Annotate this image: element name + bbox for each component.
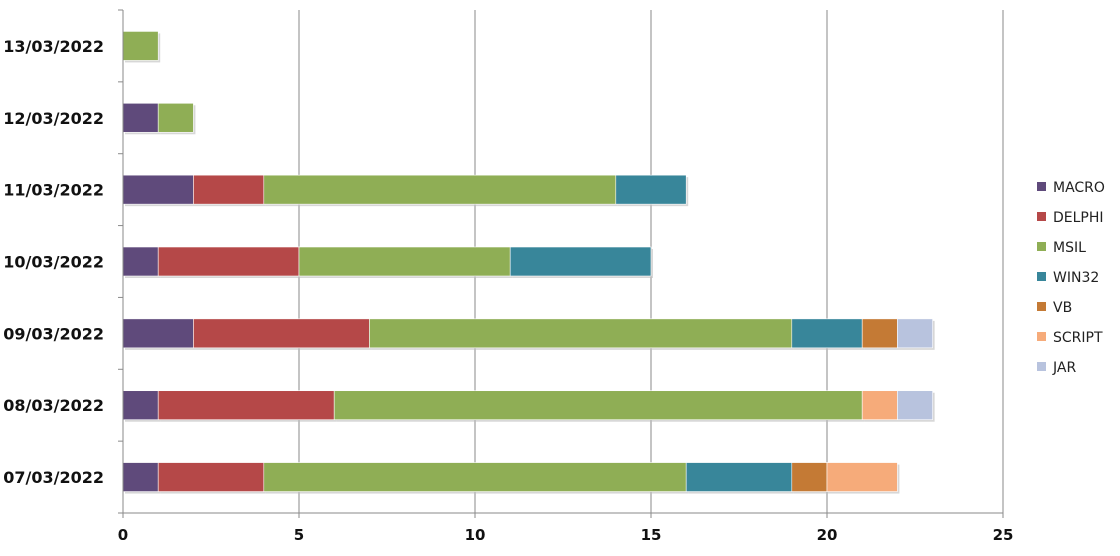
bar-segment-msil-07-03-2022 <box>263 462 687 492</box>
bar-segment-macro-08-03-2022 <box>122 390 159 421</box>
legend-label-delphi: DELPHI <box>1053 210 1104 226</box>
legend-swatch-win32 <box>1037 272 1046 281</box>
bar-segment-macro-11-03-2022 <box>122 174 194 205</box>
legend-swatch-script <box>1037 332 1046 341</box>
x-tick-label: 0 <box>118 526 128 544</box>
bar-segment-jar-09-03-2022 <box>897 318 933 349</box>
bar-segment-win32-09-03-2022 <box>791 318 863 349</box>
bar-segment-delphi-09-03-2022 <box>193 318 370 349</box>
legend-label-win32: WIN32 <box>1053 270 1099 286</box>
bar-segment-macro-09-03-2022 <box>122 318 194 349</box>
bar-segment-win32-07-03-2022 <box>685 462 793 492</box>
y-tick-labels: 07/03/2022 08/03/2022 09/03/2022 10/03/2022… <box>3 37 104 487</box>
y-tick-label: 11/03/2022 <box>3 181 104 200</box>
x-tick-label: 10 <box>465 526 486 544</box>
legend-label-jar: JAR <box>1052 360 1076 376</box>
bar-segment-delphi-11-03-2022 <box>193 174 265 205</box>
y-tick-label: 12/03/2022 <box>3 109 104 128</box>
bar-segment-msil-10-03-2022 <box>298 246 511 277</box>
bar-segment-script-08-03-2022 <box>861 390 898 421</box>
y-tick-label: 09/03/2022 <box>3 324 104 343</box>
y-tick-label: 13/03/2022 <box>3 37 104 56</box>
legend-swatch-delphi <box>1037 212 1046 221</box>
bar-segment-msil-12-03-2022 <box>157 102 194 133</box>
legend-label-msil: MSIL <box>1053 240 1086 256</box>
x-tick-label: 20 <box>817 526 838 544</box>
bar-segment-delphi-07-03-2022 <box>157 462 265 492</box>
bar-segment-delphi-08-03-2022 <box>157 390 335 421</box>
bar-segment-macro-10-03-2022 <box>122 246 159 277</box>
bar-segment-jar-08-03-2022 <box>897 390 933 421</box>
bar-segment-vb-09-03-2022 <box>861 318 898 349</box>
bar-segment-msil-13-03-2022 <box>122 31 159 61</box>
bar-segment-vb-07-03-2022 <box>791 462 828 492</box>
bar-segment-macro-12-03-2022 <box>122 102 159 133</box>
legend-swatch-vb <box>1037 302 1046 311</box>
legend-label-vb: VB <box>1053 300 1072 316</box>
x-tick-labels: 0 5 10 15 20 25 <box>118 526 1014 544</box>
legend-swatch-msil <box>1037 242 1046 251</box>
bar-segment-win32-10-03-2022 <box>509 246 652 277</box>
bar-segment-msil-08-03-2022 <box>333 390 863 421</box>
bar-segment-macro-07-03-2022 <box>122 462 159 492</box>
legend-label-macro: MACRO <box>1053 180 1105 196</box>
axes <box>118 9 1004 518</box>
bar-segment-win32-11-03-2022 <box>615 174 687 205</box>
legend-label-script: SCRIPT <box>1053 330 1103 346</box>
bar-segment-script-07-03-2022 <box>826 462 898 492</box>
y-tick-label: 08/03/2022 <box>3 396 104 415</box>
x-tick-label: 25 <box>993 526 1014 544</box>
bars <box>122 31 935 494</box>
legend: MACRO DELPHI MSIL WIN32 VB SCRIPT JAR <box>1037 180 1105 376</box>
y-tick-label: 07/03/2022 <box>3 468 104 487</box>
bar-segment-delphi-10-03-2022 <box>157 246 300 277</box>
y-tick-label: 10/03/2022 <box>3 253 104 272</box>
x-tick-label: 15 <box>641 526 662 544</box>
bar-segment-msil-11-03-2022 <box>263 174 617 205</box>
legend-swatch-macro <box>1037 182 1046 191</box>
legend-swatch-jar <box>1037 362 1046 371</box>
x-tick-label: 5 <box>294 526 304 544</box>
bar-segment-msil-09-03-2022 <box>369 318 793 349</box>
